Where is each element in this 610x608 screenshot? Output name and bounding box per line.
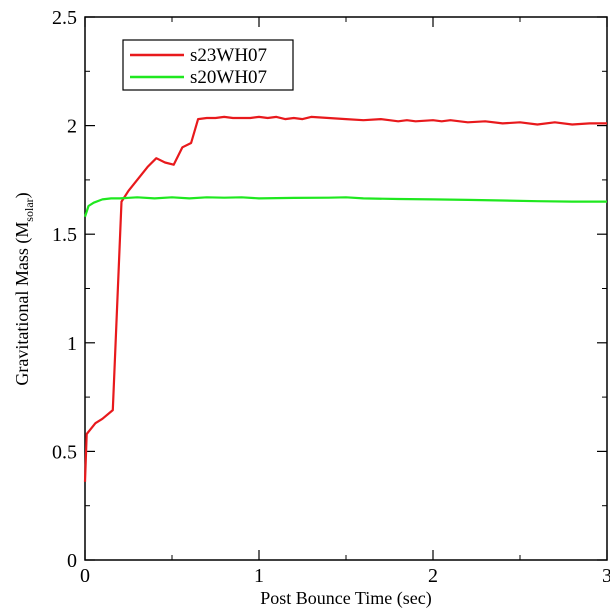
legend: s23WH07 s20WH07 <box>122 39 294 91</box>
y-tick-label: 0 <box>67 550 77 572</box>
y-tick-label: 1.5 <box>52 224 77 246</box>
y-axis-label-close: ) <box>12 192 33 198</box>
series-lines <box>83 115 607 482</box>
y-axis-label: Gravitational Mass (Msolar) <box>12 192 36 385</box>
legend-label-s20WH07: s20WH07 <box>190 67 267 88</box>
y-axis-label-sub: solar <box>22 198 36 221</box>
y-axis-ticks: 0 0.5 1 1.5 2 2.5 <box>52 7 607 572</box>
y-tick-label: 2.5 <box>52 7 77 29</box>
x-axis-label: Post Bounce Time (sec) <box>260 588 432 608</box>
series-line-s20WH07 <box>83 196 607 218</box>
x-tick-label: 0 <box>80 565 90 587</box>
x-tick-label: 2 <box>428 565 438 587</box>
y-tick-label: 2 <box>67 116 77 138</box>
plot-area <box>84 16 608 561</box>
y-tick-label: 1 <box>67 333 77 355</box>
x-tick-label: 3 <box>602 565 610 587</box>
legend-box <box>122 39 294 91</box>
x-tick-label: 1 <box>254 565 264 587</box>
y-tick-label: 0.5 <box>52 441 77 463</box>
legend-label-s23WH07: s23WH07 <box>190 45 267 66</box>
x-axis-ticks: 0 1 2 3 <box>80 17 610 587</box>
y-axis-label-main: Gravitational Mass (M <box>12 222 33 386</box>
series-line-s23WH07 <box>83 115 607 482</box>
